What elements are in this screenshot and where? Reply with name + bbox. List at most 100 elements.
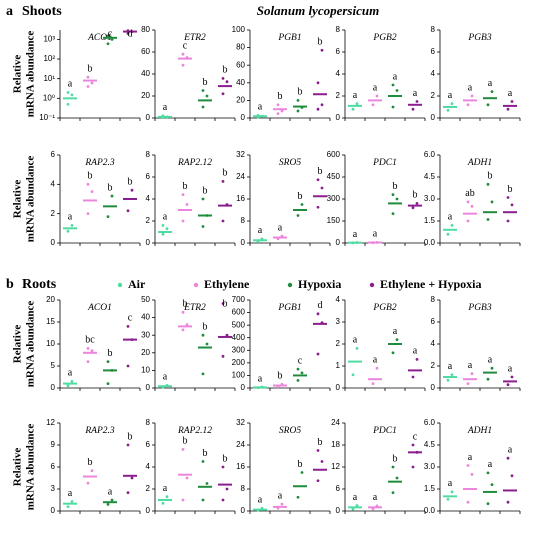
y-tick-label: 2: [146, 216, 151, 225]
data-point: [486, 377, 490, 381]
significance-letter: a: [258, 495, 263, 506]
data-point: [320, 103, 324, 107]
significance-letter: c: [183, 40, 188, 51]
data-point: [90, 349, 94, 352]
data-point: [316, 107, 320, 111]
significance-letter: b: [203, 77, 208, 88]
y-tick-label: 6: [336, 484, 341, 493]
data-point: [466, 103, 470, 107]
data-point: [86, 85, 90, 88]
data-point: [490, 90, 494, 93]
significance-letter: d: [318, 300, 323, 311]
data-point: [130, 476, 134, 480]
significance-letter: b: [223, 298, 228, 309]
data-point: [355, 504, 359, 507]
legend-dot: [117, 282, 123, 288]
data-point: [221, 92, 225, 96]
y-tick-label: 6: [51, 150, 56, 159]
data-point: [221, 498, 225, 502]
gene-title: SRO5: [279, 158, 301, 168]
data-point: [490, 483, 494, 486]
data-point: [395, 89, 399, 92]
data-point: [371, 103, 375, 107]
y-tick-label: 8: [241, 484, 246, 493]
y-tick-label: 60: [236, 60, 245, 69]
y-tick-label: 20: [46, 295, 55, 304]
data-point: [351, 107, 355, 111]
panel-label: a: [6, 4, 13, 19]
gene-title: PGB3: [467, 303, 491, 313]
data-point: [391, 491, 395, 495]
data-point: [355, 102, 359, 106]
significance-letter: c: [128, 313, 133, 324]
y-tick-label: 24: [236, 172, 245, 181]
data-point: [70, 93, 74, 97]
y-tick-label: 8: [146, 150, 151, 159]
y-tick-label: 24: [236, 440, 245, 449]
significance-letter: a: [373, 492, 378, 503]
y-tick-label: 12: [46, 418, 55, 427]
data-point: [110, 498, 114, 502]
data-point: [181, 193, 185, 197]
legend-label: Ethylene + Hypoxia: [380, 277, 482, 291]
data-point: [415, 202, 419, 205]
y-tick-label: 80: [141, 25, 150, 34]
data-point: [221, 354, 225, 358]
panel-label: b: [6, 277, 14, 292]
y-tick-label: 700: [232, 295, 246, 304]
data-point: [320, 460, 324, 463]
data-point: [161, 232, 165, 236]
significance-letter: a: [413, 346, 418, 357]
data-point: [506, 500, 510, 504]
data-point: [70, 224, 74, 227]
data-point: [201, 460, 205, 463]
data-point: [296, 379, 300, 382]
data-point: [446, 232, 450, 236]
data-point: [490, 366, 494, 370]
gene-title: RAP2.12: [177, 426, 212, 436]
data-point: [415, 358, 419, 361]
significance-letter: b: [298, 459, 303, 470]
y-tick-label: 4: [431, 339, 436, 348]
data-point: [371, 382, 375, 385]
legend-dot: [287, 282, 293, 288]
significance-letter: b: [128, 176, 133, 187]
data-point: [391, 212, 395, 216]
significance-letter: a: [373, 82, 378, 93]
data-point: [86, 212, 90, 216]
significance-letter: ab: [465, 188, 474, 199]
significance-letter: b: [203, 185, 208, 196]
significance-letter: b: [393, 453, 398, 464]
y-tick-label: 4.5: [424, 172, 436, 181]
y-tick-label: 100: [232, 25, 246, 34]
data-point: [316, 312, 320, 316]
y-tick-label: 60: [141, 47, 150, 56]
data-point: [296, 214, 300, 217]
data-point: [391, 83, 395, 87]
data-point: [66, 505, 70, 508]
gene-title: PGB2: [372, 303, 396, 313]
data-point: [185, 323, 189, 327]
gene-title: ADH1: [467, 426, 492, 436]
data-point: [316, 205, 320, 209]
significance-letter: b: [88, 171, 93, 182]
y-tick-label: 40: [236, 78, 245, 87]
data-point: [466, 382, 470, 385]
significance-letter: a: [278, 222, 283, 233]
data-point: [130, 188, 134, 192]
y-tick-label: 40: [141, 69, 150, 78]
significance-letter: b: [223, 65, 228, 76]
data-point: [126, 325, 130, 328]
data-point: [351, 373, 355, 377]
data-point: [106, 503, 110, 506]
significance-letter: a: [163, 372, 168, 383]
significance-letter: a: [488, 354, 493, 365]
y-tick-label: 450: [327, 172, 341, 181]
data-point: [165, 227, 169, 231]
data-point: [181, 328, 185, 332]
data-point: [320, 48, 324, 52]
data-point: [205, 94, 209, 98]
y-tick-label: 150: [327, 216, 341, 225]
significance-letter: a: [163, 212, 168, 223]
